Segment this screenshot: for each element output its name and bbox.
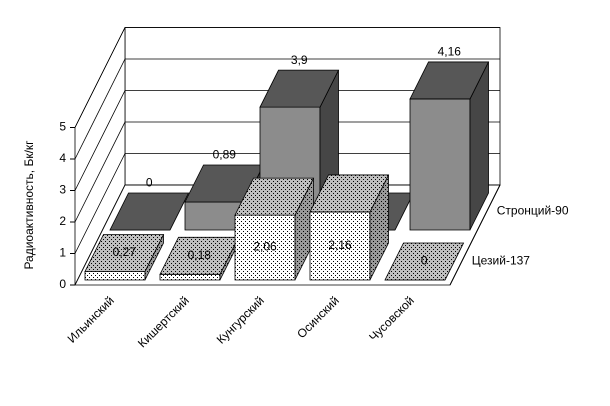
y-tick-label: 0 — [59, 277, 66, 291]
grid-line — [74, 90, 500, 191]
bar-top — [384, 242, 465, 281]
x-tick-label: Ильинский — [65, 293, 117, 345]
bar-top — [259, 69, 340, 108]
y-tick-label: 3 — [59, 183, 66, 197]
grid-line — [74, 121, 500, 223]
bar — [384, 242, 465, 281]
value-label: 0,18 — [188, 248, 212, 262]
value-label: 2,06 — [253, 240, 277, 254]
bar-front — [409, 98, 471, 231]
value-label: 3,9 — [291, 53, 308, 67]
bar-top — [409, 61, 490, 100]
y-tick-label: 2 — [59, 214, 66, 228]
y-axis-title: Радиоактивность, Бк/кг — [22, 140, 36, 270]
bar — [234, 177, 315, 281]
value-label: 4,16 — [438, 45, 462, 59]
bar — [309, 174, 390, 281]
series-label: Цезий-137 — [472, 254, 531, 268]
value-label: 0 — [421, 254, 428, 268]
y-tick-label: 5 — [59, 120, 66, 134]
y-tick-label: 1 — [59, 246, 66, 260]
bar — [409, 61, 490, 231]
bar-front — [159, 273, 221, 281]
value-label: 0,27 — [113, 245, 137, 259]
x-tick-label: Кишертский — [135, 293, 192, 350]
bar-top — [234, 177, 315, 216]
y-tick-label: 4 — [59, 151, 66, 165]
bar — [109, 192, 190, 231]
x-tick-label: Чусовской — [366, 293, 417, 344]
value-label: 2,16 — [328, 238, 352, 252]
value-label: 0,89 — [213, 148, 237, 162]
value-label: 0 — [146, 176, 153, 190]
grid-line — [74, 153, 500, 254]
depth-axis — [449, 184, 501, 286]
bar-top — [309, 174, 390, 213]
grid-line — [74, 27, 500, 128]
x-tick-label: Осинский — [294, 293, 342, 341]
series-label: Стронций-90 — [497, 204, 569, 218]
x-tick-label: Кунгурский — [214, 293, 267, 346]
grid-line — [74, 58, 500, 160]
bar-top — [84, 234, 165, 272]
bar-top — [109, 192, 190, 231]
bar — [84, 234, 165, 281]
bar-front — [84, 271, 146, 281]
